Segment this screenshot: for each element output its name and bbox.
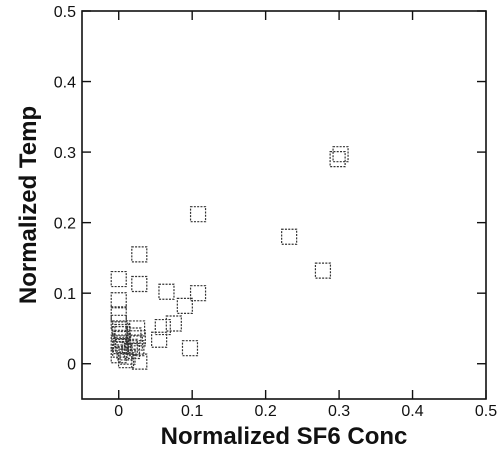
- tick-labels: 0 0.1 0.2 0.3 0.4 0.5 0 0.1 0.2 0.3 0.4 0.5: [54, 4, 497, 420]
- data-point: [181, 340, 199, 357]
- data-point: [151, 331, 168, 348]
- x-axis-title: Normalized SF6 Conc: [161, 423, 408, 450]
- y-tick-label: 0.1: [54, 286, 76, 303]
- data-point: [117, 352, 135, 369]
- data-point: [116, 344, 133, 361]
- y-tick-label: 0.4: [54, 75, 76, 92]
- data-point: [112, 341, 129, 358]
- data-points: [110, 146, 349, 370]
- y-tick-label: 0.5: [54, 4, 76, 21]
- data-point: [128, 340, 145, 357]
- y-tick-label: 0.3: [54, 145, 76, 162]
- x-tick-label: 0.1: [181, 403, 203, 420]
- y-tick-label: 0.2: [54, 216, 76, 233]
- data-point: [129, 330, 146, 347]
- data-point: [112, 337, 130, 355]
- data-point: [110, 292, 127, 309]
- plot-frame: [81, 10, 487, 400]
- data-point: [329, 151, 346, 168]
- x-tick-label: 0.3: [328, 403, 350, 420]
- data-point: [110, 306, 127, 323]
- x-tick-label: 0: [114, 403, 123, 420]
- x-tick-label: 0.4: [401, 403, 423, 420]
- data-point: [112, 320, 129, 337]
- data-point: [189, 285, 207, 302]
- data-point: [113, 330, 130, 348]
- data-point: [110, 334, 127, 351]
- data-point: [126, 334, 143, 351]
- data-point: [332, 146, 349, 163]
- data-point: [281, 228, 298, 245]
- x-tick-label: 0.5: [475, 403, 497, 420]
- data-point: [154, 318, 171, 336]
- data-point: [125, 327, 142, 344]
- data-point: [176, 297, 193, 314]
- data-point: [119, 348, 136, 365]
- data-point: [158, 283, 175, 300]
- data-point: [110, 314, 127, 331]
- x-tick-label: 0.2: [255, 403, 277, 420]
- data-point: [131, 275, 148, 293]
- y-tick-label: 0: [67, 357, 76, 374]
- data-point: [114, 323, 131, 341]
- data-point: [189, 206, 207, 223]
- data-point: [128, 320, 146, 337]
- data-point: [131, 353, 148, 370]
- data-point: [131, 246, 148, 263]
- y-axis-title: Normalized Temp: [15, 106, 42, 304]
- data-point: [123, 342, 141, 360]
- data-point: [110, 270, 127, 288]
- data-point: [314, 262, 332, 279]
- data-point: [165, 315, 182, 332]
